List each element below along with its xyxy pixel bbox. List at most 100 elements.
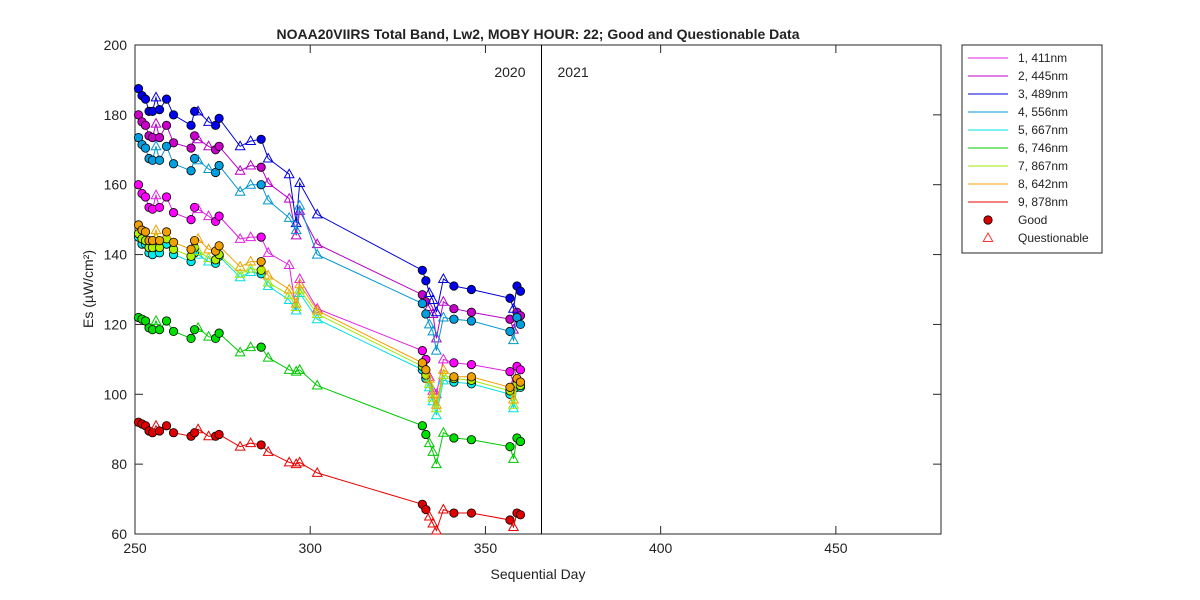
good-point xyxy=(256,162,266,172)
questionable-point xyxy=(437,503,449,514)
questionable-point xyxy=(311,304,323,315)
y-tick-label: 200 xyxy=(104,37,128,53)
legend-entry: 9, 878nm xyxy=(1018,195,1068,209)
questionable-point xyxy=(234,140,246,151)
good-point xyxy=(421,309,431,319)
questionable-point xyxy=(283,283,295,294)
good-point xyxy=(417,298,427,309)
good-point xyxy=(421,429,431,440)
good-point xyxy=(140,192,151,202)
questionable-point xyxy=(202,430,215,441)
questionable-point xyxy=(423,372,435,383)
good-point xyxy=(505,326,515,337)
questionable-point xyxy=(311,302,323,313)
good-point xyxy=(168,428,179,438)
questionable-point xyxy=(427,391,439,402)
questionable-point xyxy=(437,272,449,284)
questionable-point xyxy=(427,445,439,456)
good-point xyxy=(154,132,165,143)
good-point xyxy=(186,333,196,343)
good-point xyxy=(214,429,224,440)
questionable-point xyxy=(262,176,274,187)
legend-entry: 5, 667nm xyxy=(1018,123,1068,137)
good-point xyxy=(186,166,196,176)
questionable-point xyxy=(427,517,439,528)
good-point xyxy=(466,316,477,326)
questionable-point xyxy=(430,398,442,409)
good-point xyxy=(449,358,459,368)
questionable-point xyxy=(430,409,442,420)
questionable-point xyxy=(290,297,302,308)
chart-title: NOAA20VIIRS Total Band, Lw2, MOBY HOUR: … xyxy=(277,26,800,42)
questionable-point xyxy=(192,248,204,259)
questionable-point xyxy=(192,154,204,165)
good-point xyxy=(515,319,526,330)
questionable-point xyxy=(234,185,246,196)
good-point xyxy=(214,160,224,171)
questionable-point xyxy=(192,133,204,144)
questionable-point xyxy=(430,402,442,413)
questionable-point xyxy=(283,192,295,203)
questionable-point xyxy=(192,245,204,256)
questionable-point xyxy=(430,458,442,469)
good-point xyxy=(133,180,144,190)
good-point xyxy=(168,208,179,218)
good-point xyxy=(214,141,224,151)
questionable-point xyxy=(150,314,162,325)
questionable-point xyxy=(311,379,323,390)
x-tick-label: 400 xyxy=(649,540,673,556)
questionable-point xyxy=(234,440,246,451)
good-point xyxy=(140,143,151,153)
questionable-point xyxy=(311,313,323,324)
questionable-point xyxy=(283,363,295,374)
questionable-point xyxy=(311,466,323,477)
questionable-point xyxy=(234,164,246,175)
good-point xyxy=(417,265,427,275)
questionable-point xyxy=(290,300,302,311)
good-point xyxy=(466,372,477,382)
axis-ticks: 250 300 350 400 450 60 80 100 120 140 160 180 200 xyxy=(104,37,941,556)
questionable-point xyxy=(245,135,257,146)
good-point xyxy=(256,232,266,242)
questionable-point xyxy=(202,210,215,221)
good-point xyxy=(256,256,266,267)
y-tick-label: 140 xyxy=(104,247,128,263)
questionable-point xyxy=(507,398,520,409)
questionable-point xyxy=(294,199,306,210)
good-point xyxy=(256,342,266,352)
questionable-point xyxy=(507,452,520,463)
questionable-point xyxy=(311,208,323,219)
questionable-point xyxy=(437,353,449,364)
good-point xyxy=(515,510,526,520)
y-tick-label: 180 xyxy=(104,107,128,123)
questionable-point xyxy=(423,510,435,521)
good-point xyxy=(449,314,459,324)
x-tick-label: 300 xyxy=(299,540,323,556)
good-point xyxy=(140,120,151,130)
series-9 xyxy=(133,417,526,535)
good-point xyxy=(140,227,151,237)
questionable-point xyxy=(283,259,295,270)
x-tick-label: 350 xyxy=(474,540,498,556)
good-point xyxy=(417,346,427,356)
questionable-point xyxy=(192,232,204,243)
good-point xyxy=(466,508,477,518)
questionable-point xyxy=(192,105,204,116)
questionable-point xyxy=(423,318,435,329)
good-point xyxy=(214,211,224,221)
questionable-point xyxy=(245,262,257,273)
good-point xyxy=(154,325,165,335)
questionable-point xyxy=(437,295,449,306)
questionable-point xyxy=(245,159,257,170)
questionable-point xyxy=(283,168,295,179)
good-point xyxy=(186,215,196,225)
good-point xyxy=(466,307,477,317)
series-6 xyxy=(133,312,526,469)
questionable-point xyxy=(262,445,274,456)
x-tick-label: 450 xyxy=(824,540,848,556)
questionable-point xyxy=(245,255,257,266)
questionable-point xyxy=(427,325,439,336)
questionable-point xyxy=(294,363,306,374)
questionable-point xyxy=(507,393,520,404)
good-point xyxy=(214,113,224,123)
